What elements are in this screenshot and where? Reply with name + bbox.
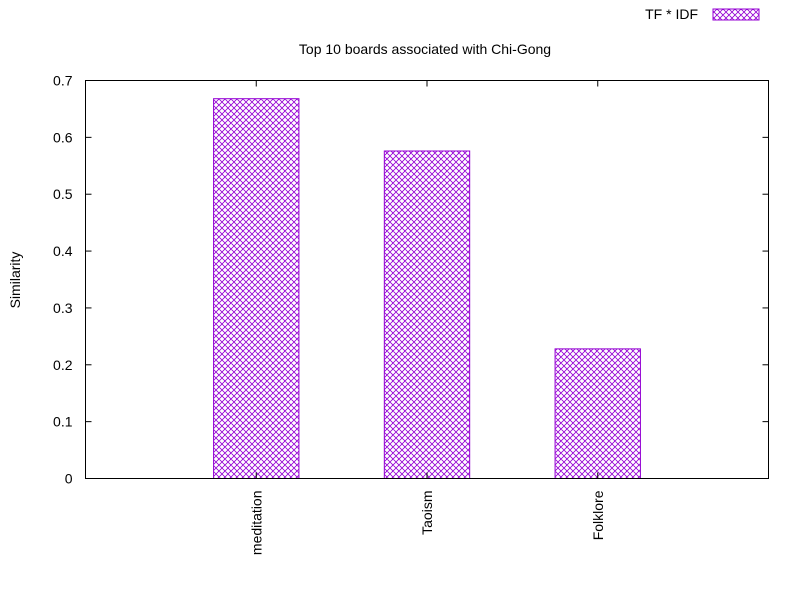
y-tick-label: 0 [65,471,73,487]
y-tick-label: 0.1 [53,414,73,430]
x-tick-label: meditation [248,491,264,556]
y-axis-label: Similarity [7,252,23,309]
plot-frame [85,80,769,479]
y-tick-label: 0.3 [53,300,73,316]
legend-label: TF * IDF [645,6,698,22]
chart-title: Top 10 boards associated with Chi-Gong [299,41,551,57]
x-tick-label: Taoism [419,491,435,535]
bar-taoism [383,150,471,479]
y-axis-ticks: 0 0.1 0.2 0.3 0.4 0.5 0.6 0.7 [53,73,769,487]
legend-swatch [712,8,760,21]
y-tick-label: 0.2 [53,357,73,373]
bars [213,98,641,480]
bar-folklore [554,348,641,480]
y-tick-label: 0.7 [53,73,73,89]
y-tick-label: 0.5 [53,186,73,202]
bar-meditation [213,98,300,480]
x-tick-label: Folklore [590,490,606,540]
x-axis-ticks: meditation Taoism Folklore [248,80,606,556]
legend: TF * IDF [645,6,760,22]
y-tick-label: 0.4 [53,243,73,259]
y-tick-label: 0.6 [53,129,73,145]
